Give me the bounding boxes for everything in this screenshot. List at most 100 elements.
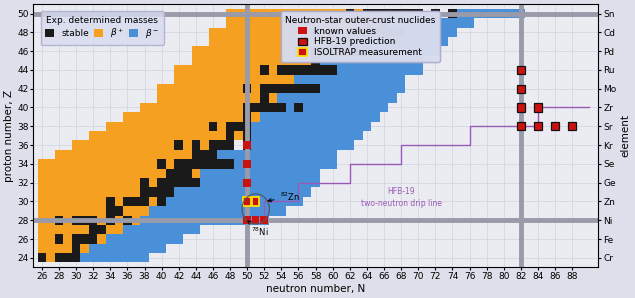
Bar xyxy=(192,169,200,178)
Bar xyxy=(337,37,345,46)
Bar xyxy=(140,122,149,131)
Bar xyxy=(260,159,269,169)
Bar xyxy=(72,244,81,253)
Bar xyxy=(97,197,106,206)
Bar xyxy=(55,234,64,244)
Bar xyxy=(405,46,414,56)
Bar xyxy=(157,244,166,253)
Bar xyxy=(81,215,89,225)
Bar xyxy=(354,28,363,37)
Bar xyxy=(64,150,72,159)
Bar xyxy=(328,112,337,122)
Bar xyxy=(260,84,269,93)
Bar xyxy=(311,9,320,18)
Bar xyxy=(294,103,303,112)
Bar xyxy=(183,169,192,178)
Bar xyxy=(72,225,81,234)
Bar xyxy=(294,197,303,206)
Bar xyxy=(243,131,251,140)
Bar xyxy=(175,74,183,84)
Bar xyxy=(234,56,243,65)
Bar xyxy=(89,159,97,169)
Bar xyxy=(337,9,345,18)
Bar xyxy=(311,103,320,112)
Bar xyxy=(131,187,140,197)
Bar xyxy=(46,159,55,169)
Bar xyxy=(260,103,269,112)
Bar xyxy=(234,122,243,131)
Bar xyxy=(303,178,311,187)
Bar xyxy=(354,65,363,74)
Bar xyxy=(114,150,123,159)
Bar xyxy=(363,122,371,131)
Bar xyxy=(294,131,303,140)
Bar xyxy=(251,112,260,122)
Bar xyxy=(183,159,192,169)
Bar xyxy=(517,9,525,18)
Bar xyxy=(175,178,183,187)
Bar xyxy=(251,197,260,206)
Bar xyxy=(260,9,269,18)
Bar xyxy=(131,178,140,187)
Bar xyxy=(209,140,217,150)
Bar xyxy=(286,28,294,37)
Bar xyxy=(200,206,209,215)
Bar xyxy=(46,187,55,197)
Bar xyxy=(422,46,431,56)
Bar xyxy=(140,178,149,187)
Bar xyxy=(192,150,200,159)
Bar xyxy=(123,169,131,178)
Bar xyxy=(269,28,277,37)
Bar xyxy=(209,150,217,159)
Bar xyxy=(209,37,217,46)
Y-axis label: proton number, Z: proton number, Z xyxy=(4,90,14,182)
Bar xyxy=(175,169,183,178)
Bar xyxy=(89,140,97,150)
Bar xyxy=(243,112,251,122)
Bar xyxy=(345,84,354,93)
Bar xyxy=(483,9,491,18)
Bar xyxy=(81,150,89,159)
Bar xyxy=(397,46,405,56)
Bar xyxy=(89,131,97,140)
Bar xyxy=(114,187,123,197)
Bar xyxy=(371,74,380,84)
Bar xyxy=(260,112,269,122)
Bar xyxy=(209,84,217,93)
Bar xyxy=(37,225,46,234)
Bar xyxy=(37,197,46,206)
Bar xyxy=(286,18,294,28)
Bar xyxy=(303,131,311,140)
Bar xyxy=(234,122,243,131)
Bar xyxy=(294,18,303,28)
Bar xyxy=(269,112,277,122)
Bar xyxy=(269,103,277,112)
Bar xyxy=(517,103,525,112)
Bar xyxy=(286,74,294,84)
Bar xyxy=(123,122,131,131)
Bar xyxy=(55,234,64,244)
Bar xyxy=(371,9,380,18)
Bar xyxy=(328,9,337,18)
Bar xyxy=(81,206,89,215)
Bar xyxy=(397,65,405,74)
Bar xyxy=(286,159,294,169)
Bar xyxy=(251,150,260,159)
Bar xyxy=(380,9,388,18)
Bar xyxy=(243,141,251,149)
Bar xyxy=(89,150,97,159)
Bar xyxy=(371,37,380,46)
Bar xyxy=(140,131,149,140)
Bar xyxy=(123,253,131,263)
Bar xyxy=(140,178,149,187)
Bar xyxy=(260,216,268,224)
Bar xyxy=(286,84,294,93)
Bar xyxy=(131,215,140,225)
Bar xyxy=(260,93,269,103)
Bar xyxy=(345,9,354,18)
Bar xyxy=(251,112,260,122)
Bar xyxy=(183,93,192,103)
Bar xyxy=(81,215,89,225)
Bar xyxy=(89,234,97,244)
Bar xyxy=(311,28,320,37)
